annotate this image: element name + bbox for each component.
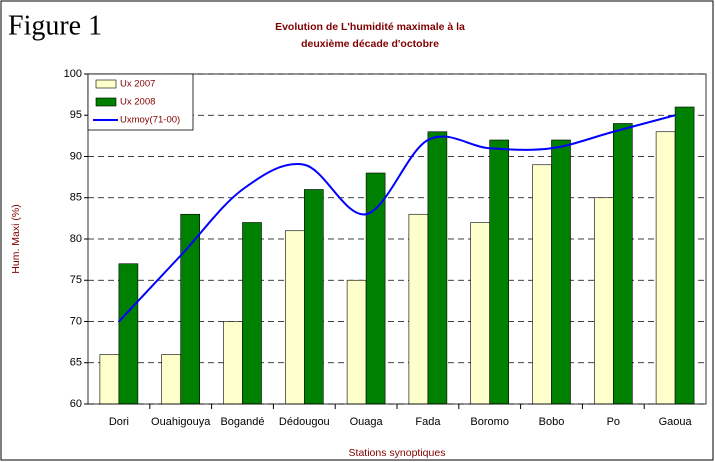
x-tick-label: Dori: [109, 416, 129, 428]
bar: [532, 164, 552, 405]
x-axis-title: Stations synoptiques: [349, 447, 446, 459]
line: [118, 114, 676, 323]
y-tick-label: 85: [70, 192, 82, 204]
x-tick-label: Fada: [415, 416, 441, 428]
y-tick-label: 75: [70, 274, 82, 286]
bar: [180, 213, 200, 405]
bar: [408, 213, 429, 405]
bar: [612, 123, 633, 405]
legend-label: Ux 2007: [120, 79, 155, 90]
bar: [161, 354, 181, 405]
bar: [242, 222, 262, 405]
bar: [99, 354, 120, 405]
y-tick-label: 80: [70, 233, 82, 245]
legend-swatch: [95, 97, 117, 107]
x-tick-label: Bogandé: [220, 416, 264, 428]
bar: [303, 189, 324, 405]
bar: [551, 139, 571, 405]
x-tick-label: Boromo: [470, 416, 509, 428]
x-tick-label: Ouaga: [350, 416, 384, 428]
bar: [674, 106, 695, 405]
x-tick-label: Bobo: [539, 416, 565, 428]
legend-label: Uxmoy(71-00): [120, 115, 180, 126]
plot-border: [87, 73, 707, 405]
legend-label: Ux 2008: [120, 97, 155, 108]
y-tick-label: 60: [70, 398, 82, 410]
x-tick-label: Gaoua: [659, 416, 693, 428]
bar: [489, 139, 510, 405]
bar: [223, 321, 243, 405]
bar: [118, 263, 139, 405]
chart-title: deuxième décade d'octobre: [301, 38, 439, 50]
x-tick-label: Dédougou: [279, 416, 330, 428]
bar: [593, 197, 614, 405]
y-tick-label: 100: [64, 68, 82, 80]
bar: [470, 222, 491, 405]
legend-swatch: [95, 79, 117, 89]
bar: [284, 230, 305, 405]
y-tick-label: 90: [70, 150, 82, 162]
y-tick-label: 65: [70, 357, 82, 369]
figure-label: Figure 1: [8, 10, 102, 41]
y-tick-label: 70: [70, 315, 82, 327]
bar: [427, 131, 448, 405]
bar: [655, 131, 676, 405]
x-tick-label: Po: [607, 416, 620, 428]
y-tick-label: 95: [70, 109, 82, 121]
x-tick-label: Ouahigouya: [151, 416, 211, 428]
y-axis-title: Hum. Maxi (%): [10, 204, 22, 273]
bar: [346, 279, 367, 405]
chart-title: Evolution de L'humidité maximale à la: [275, 21, 465, 33]
